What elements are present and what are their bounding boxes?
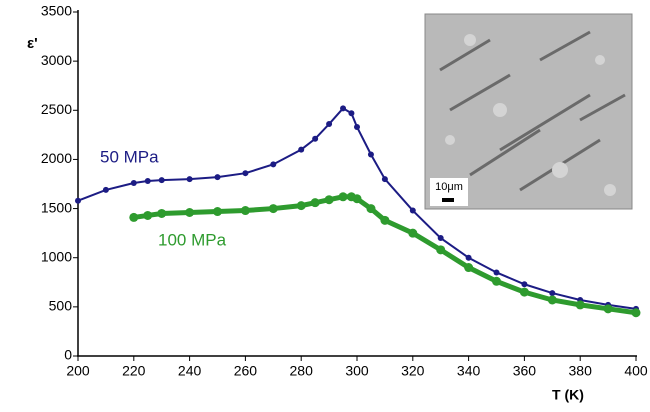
data-point (296, 201, 306, 211)
data-point (214, 174, 221, 181)
data-point (130, 180, 137, 187)
data-point (144, 178, 151, 185)
y-tick-label: 1500 (41, 199, 72, 215)
data-point (242, 170, 249, 177)
scale-label: 10μm (435, 181, 463, 193)
x-tick-label: 260 (234, 363, 258, 379)
y-tick-label: 1000 (41, 248, 72, 264)
data-point (493, 269, 500, 276)
x-tick-label: 360 (513, 363, 537, 379)
x-axis-label: T (K) (552, 387, 584, 403)
data-point (409, 207, 416, 214)
x-tick-label: 380 (569, 363, 593, 379)
data-point (157, 208, 167, 218)
data-point (631, 308, 641, 318)
data-point (465, 254, 472, 261)
data-point (492, 276, 501, 286)
data-point (354, 123, 360, 130)
inset-image: 10μm (424, 13, 633, 210)
data-point (437, 235, 444, 242)
x-tick-label: 280 (290, 363, 314, 379)
data-point (338, 192, 348, 202)
y-axis-label: ε' (27, 35, 38, 52)
inset-grains (445, 34, 616, 196)
data-point (129, 212, 139, 222)
data-point (312, 135, 319, 142)
data-point (143, 210, 153, 220)
data-point (158, 177, 165, 184)
y-tick-label: 500 (49, 298, 73, 314)
y-tick-label: 2500 (41, 101, 72, 117)
data-point (408, 228, 418, 238)
data-point (185, 208, 195, 218)
x-tick-label: 300 (345, 363, 369, 379)
data-point (186, 176, 193, 183)
data-point (75, 197, 81, 204)
y-tick-label: 3500 (41, 3, 72, 19)
data-point (366, 204, 376, 214)
data-point (340, 105, 347, 112)
y-tick-label: 3000 (41, 52, 72, 68)
data-point (240, 206, 250, 216)
inset-texture (439, 30, 626, 192)
x-tick-label: 340 (457, 363, 481, 379)
data-point (310, 198, 320, 208)
data-point (547, 295, 557, 305)
data-point (326, 121, 333, 128)
data-point (324, 195, 334, 205)
data-point (102, 186, 109, 193)
data-point (380, 215, 390, 225)
data-point (521, 281, 528, 288)
x-tick-label: 240 (178, 363, 202, 379)
data-point (352, 194, 362, 204)
data-point (436, 245, 446, 255)
series-label: 50 MPa (100, 147, 159, 166)
data-point (213, 207, 222, 217)
data-point (348, 110, 355, 117)
data-point (549, 290, 556, 297)
y-tick-label: 0 (64, 347, 72, 363)
y-tick-label: 2000 (41, 150, 72, 166)
data-point (464, 263, 474, 273)
x-tick-label: 220 (122, 363, 146, 379)
x-tick-label: 400 (624, 363, 648, 379)
data-point (575, 300, 585, 310)
series-line (77, 107, 637, 310)
data-point (519, 287, 529, 297)
data-point (367, 151, 374, 158)
scale-bar (442, 198, 454, 202)
x-tick-label: 200 (66, 363, 90, 379)
data-point (298, 146, 305, 153)
x-tick-label: 320 (401, 363, 425, 379)
data-point (603, 304, 613, 314)
series-label: 100 MPa (158, 230, 227, 249)
data-point (381, 176, 388, 183)
data-point (270, 161, 277, 168)
data-point (268, 204, 278, 214)
